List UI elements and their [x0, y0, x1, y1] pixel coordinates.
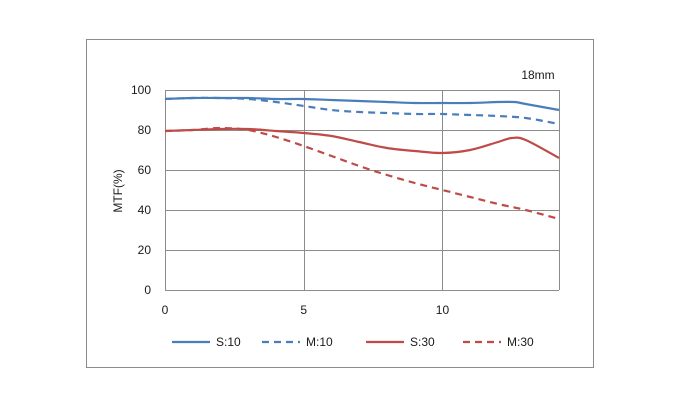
series-line-s30 [164, 127, 560, 159]
legend-label: S:30 [410, 335, 435, 349]
chart-frame [86, 39, 594, 368]
y-tick-label: 60 [138, 163, 152, 177]
series-line-s10 [164, 96, 560, 112]
tick-labels: 0 20 40 60 80 100 0 5 10 [131, 83, 449, 317]
series-line-m10 [164, 96, 560, 126]
x-tick-label: 5 [300, 303, 307, 317]
y-tick-label: 40 [138, 203, 152, 217]
x-tick-label: 10 [436, 303, 450, 317]
y-tick-label: 0 [144, 283, 151, 297]
y-axis-label: MTF(%) [111, 169, 125, 212]
series-line-m30 [164, 126, 560, 221]
y-tick-label: 80 [138, 123, 152, 137]
legend-label: S:10 [216, 335, 241, 349]
y-tick-label: 20 [138, 243, 152, 257]
chart-annotation: 18mm [521, 68, 554, 82]
legend-label: M:10 [306, 335, 333, 349]
grid [165, 90, 560, 291]
y-tick-label: 100 [131, 83, 151, 97]
legend: S:10 M:10 S:30 M:30 [172, 335, 534, 349]
series-lines [164, 96, 560, 221]
legend-label: M:30 [507, 335, 534, 349]
x-tick-label: 0 [162, 303, 169, 317]
